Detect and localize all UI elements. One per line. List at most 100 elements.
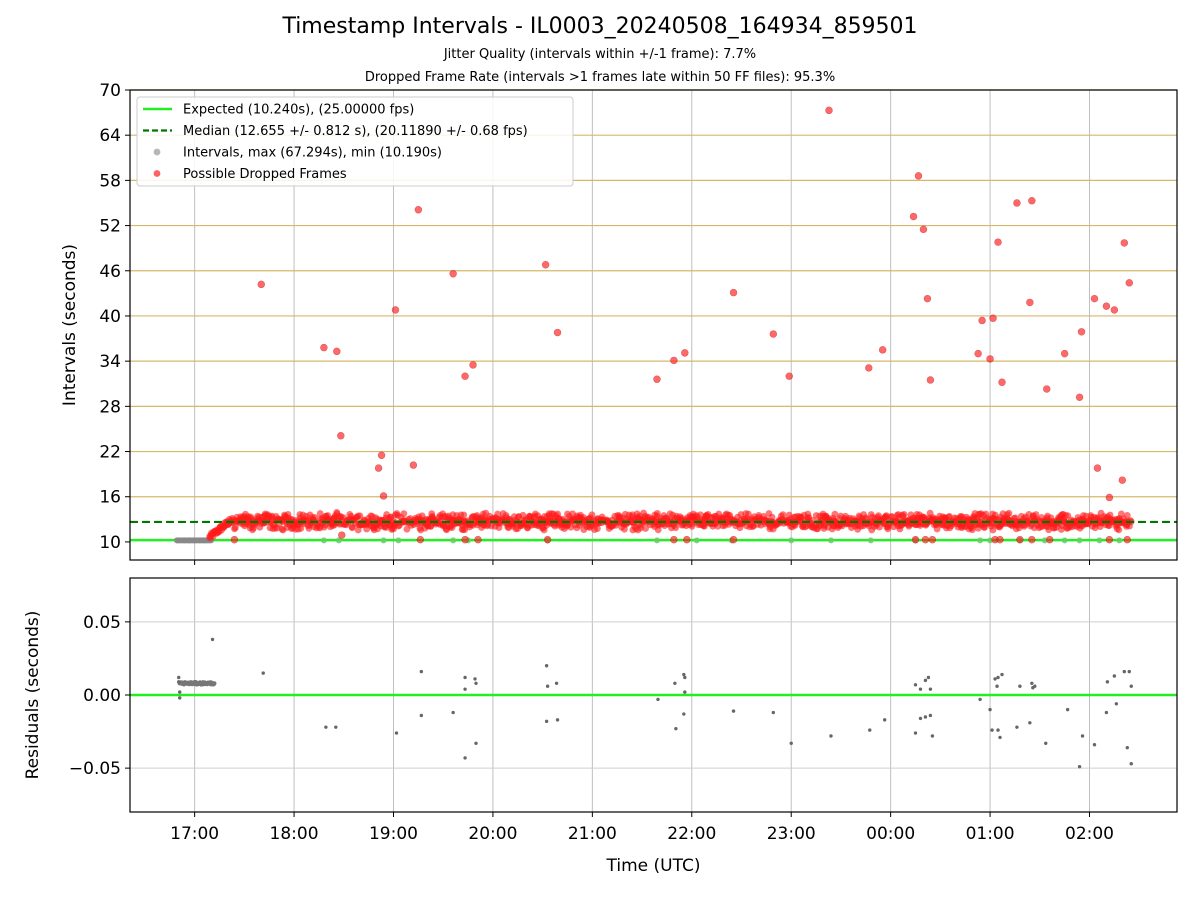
- x-tick-label: 22:00: [667, 824, 716, 844]
- residual-point: [682, 712, 686, 716]
- residual-point: [463, 687, 467, 691]
- normal-interval-point: [977, 537, 984, 544]
- dropped-frame-point: [670, 535, 678, 544]
- dropped-frame-point: [379, 492, 388, 500]
- x-tick-label: 19:00: [369, 824, 418, 844]
- chart-title: Timestamp Intervals - IL0003_20240508_16…: [282, 14, 918, 39]
- normal-interval-point: [1076, 537, 1083, 544]
- dropped-frame-point: [1005, 509, 1013, 517]
- dropped-frame-point: [831, 510, 839, 518]
- dropped-frame-point: [989, 526, 997, 534]
- residual-point: [1033, 684, 1037, 688]
- dropped-frame-point: [653, 375, 661, 383]
- dropped-frame-point: [1123, 511, 1131, 519]
- y-axis-label: Intervals (seconds): [60, 244, 80, 406]
- dropped-frame-point: [933, 525, 941, 533]
- residual-point: [394, 731, 399, 735]
- legend-entry: Median (12.655 +/- 0.812 s), (20.11890 +…: [143, 124, 528, 139]
- legend-label: Possible Dropped Frames: [183, 167, 347, 182]
- dropped-frame-point: [681, 349, 689, 357]
- dropped-frame-point: [1026, 298, 1034, 307]
- dropped-frame-point: [460, 511, 468, 519]
- dropped-frame-point: [461, 535, 469, 544]
- dropped-frame-point: [672, 524, 680, 532]
- intervals-axes-frame: [129, 89, 1178, 561]
- residual-point: [923, 715, 928, 719]
- residual-point: [1105, 680, 1110, 684]
- residual-point: [930, 734, 935, 738]
- residual-point: [1104, 710, 1109, 715]
- residual-point: [261, 671, 265, 675]
- residual-point: [474, 741, 478, 745]
- normal-interval-point: [380, 537, 387, 544]
- dropped-frame-point: [974, 349, 982, 358]
- y-tick-label: 70: [99, 81, 121, 101]
- legend-swatch: [153, 170, 161, 177]
- residual-point: [177, 680, 181, 684]
- residual-point: [674, 726, 678, 731]
- y-tick-label: 52: [99, 217, 121, 237]
- residual-point: [683, 675, 687, 680]
- dropped-frame-point: [768, 513, 776, 521]
- dropped-frame-point: [1115, 526, 1123, 534]
- residuals-panel: 0.05 0.00 −0.05 17:00 18:00 19:00 20:00 21:00 22…: [23, 577, 1178, 876]
- residual-point: [918, 687, 923, 691]
- dropped-frame-point: [909, 212, 918, 221]
- legend-swatch: [153, 148, 161, 156]
- residual-point: [544, 664, 549, 668]
- dropped-frame-point: [230, 535, 239, 544]
- normal-interval-point: [335, 537, 342, 544]
- dropped-frame-point: [729, 535, 738, 544]
- dropped-frame-point: [1102, 302, 1111, 310]
- residual-point: [988, 707, 992, 712]
- dropped-frame-point: [805, 513, 813, 521]
- residual-point: [1112, 674, 1117, 678]
- y-tick-label: 34: [99, 352, 121, 372]
- dropped-frame-point: [994, 238, 1002, 246]
- normal-interval-point: [693, 537, 700, 544]
- dropped-frame-point: [1077, 328, 1086, 336]
- dropped-frame-point: [494, 510, 502, 518]
- dropped-frame-point: [926, 376, 935, 384]
- residual-point: [212, 681, 217, 686]
- y-tick-label: 64: [99, 126, 121, 146]
- y-tick-label: 16: [99, 488, 121, 508]
- y-tick-label: 40: [99, 307, 121, 327]
- residual-point: [334, 725, 338, 729]
- residual-point: [324, 725, 328, 729]
- y-tick-label: 0.00: [83, 686, 121, 706]
- y-tick-label: 0.05: [83, 613, 121, 633]
- residual-point: [1015, 725, 1019, 729]
- residual-point: [789, 741, 793, 745]
- residual-point: [463, 675, 467, 680]
- legend-entry: Possible Dropped Frames: [153, 167, 347, 182]
- residual-point: [682, 672, 686, 677]
- dropped-frame-point: [416, 535, 425, 544]
- dropped-frame-point: [989, 314, 997, 322]
- dropped-frame-point: [374, 464, 383, 472]
- residual-point: [683, 690, 687, 694]
- residual-point: [1030, 681, 1034, 685]
- dropped-frame-point: [1032, 511, 1040, 518]
- residual-point: [1065, 707, 1070, 712]
- legend-label: Median (12.655 +/- 0.812 s), (20.11890 +…: [183, 124, 528, 139]
- residual-point: [926, 675, 931, 680]
- dropped-frame-point: [400, 510, 408, 518]
- dropped-frame-point: [785, 372, 793, 380]
- normal-interval-point: [867, 537, 874, 544]
- residual-point: [978, 697, 982, 702]
- dropped-frame-point: [978, 316, 986, 325]
- dropped-frame-point: [1110, 306, 1119, 314]
- dropped-frame-point: [1028, 197, 1036, 205]
- residual-point: [544, 719, 549, 724]
- y-tick-label: 10: [99, 533, 121, 553]
- dropped-frame-point: [588, 511, 596, 519]
- dropped-frame-point: [729, 288, 738, 297]
- legend: Expected (10.240s), (25.00000 fps) Median…: [136, 96, 574, 187]
- dropped-frame-point: [414, 206, 423, 214]
- x-tick-label: 00:00: [866, 824, 915, 844]
- dropped-frame-point: [900, 511, 908, 518]
- residual-point: [545, 684, 550, 688]
- x-tick-label: 01:00: [966, 824, 1015, 844]
